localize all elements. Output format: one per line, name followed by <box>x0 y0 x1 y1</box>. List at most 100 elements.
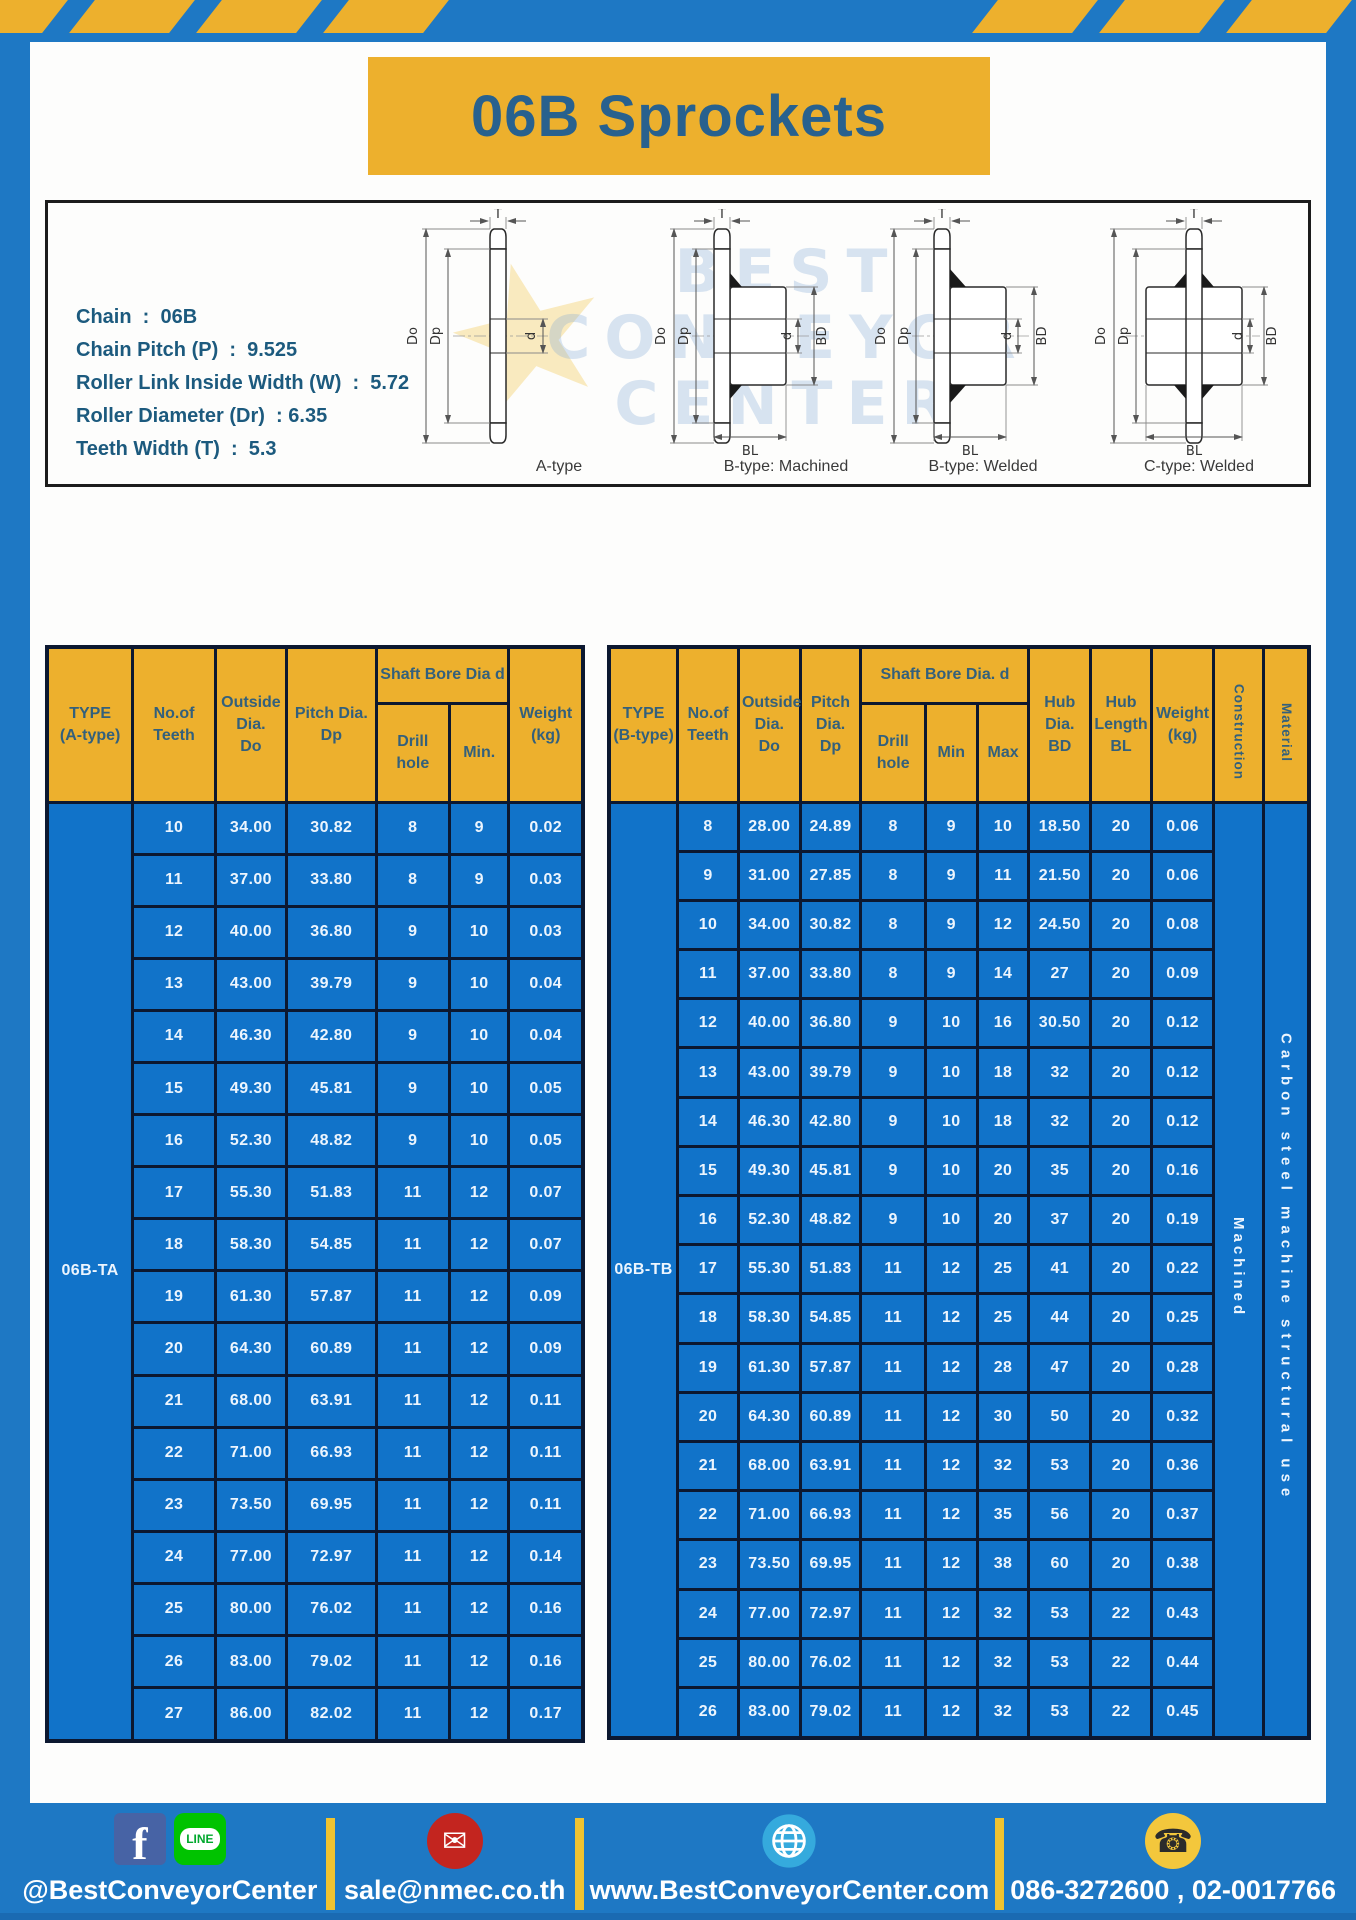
table-cell: 54.85 <box>285 1217 378 1273</box>
table-cell: 18 <box>975 1095 1031 1148</box>
table-cell: 44 <box>1027 1292 1093 1345</box>
email-icon: ✉ <box>426 1813 483 1869</box>
dim-label-t: T <box>717 209 726 222</box>
table-cell: 0.03 <box>507 852 585 908</box>
table-cell: 26 <box>131 1633 217 1690</box>
table-cell: 10 <box>447 1008 511 1064</box>
table-cell: 0.07 <box>507 1165 585 1221</box>
table-cell: 52.30 <box>213 1113 289 1169</box>
table-cell: 24.89 <box>798 800 863 853</box>
table-cell: 69.95 <box>285 1477 378 1533</box>
table-cell: 73.50 <box>213 1477 289 1533</box>
table-cell: 25 <box>131 1581 217 1638</box>
table-cell: 49.30 <box>736 1144 802 1198</box>
table-row: 17 55.30 51.83 11 12 0.07 <box>47 1165 585 1221</box>
table-cell: 12 <box>923 1439 979 1493</box>
table-cell: 14 <box>131 1008 217 1064</box>
table-cell: 11 <box>975 849 1031 902</box>
table-cell: 9 <box>374 1008 451 1064</box>
col-header-construction: Construction <box>1212 645 1265 804</box>
table-cell: 18 <box>131 1217 217 1273</box>
table-cell: 68.00 <box>213 1373 289 1429</box>
table-cell: 20 <box>1089 997 1153 1050</box>
table-cell: 11 <box>859 1636 927 1689</box>
table-cell: 9 <box>676 849 740 902</box>
table-cell: 15 <box>676 1144 740 1198</box>
table-cell: 66.93 <box>285 1425 378 1481</box>
material-cell: Carbon steel machine structural use <box>1261 800 1311 1740</box>
table-cell: 0.28 <box>1149 1341 1216 1394</box>
table-cell: 0.11 <box>507 1477 585 1533</box>
table-cell: 12 <box>447 1633 511 1690</box>
table-cell: 50 <box>1027 1390 1093 1443</box>
table-row: 23 73.50 69.95 11 12 38 60 20 0.38 <box>609 1538 1309 1591</box>
table-cell: 86.00 <box>213 1686 289 1743</box>
spec-line-roller-width: Roller Link Inside Width (W) : 5.72 <box>76 372 410 394</box>
page-body: 06B Sprockets ★ BEST CONVEYOR CENTER Cha… <box>30 42 1326 1803</box>
table-cell: 12 <box>447 1425 511 1481</box>
table-row: 16 52.30 48.82 9 10 0.05 <box>47 1113 585 1169</box>
table-cell: 0.17 <box>507 1686 585 1743</box>
chain-specs: Chain : 06B Chain Pitch (P) : 9.525 Roll… <box>76 301 409 466</box>
table-cell: 12 <box>447 1477 511 1533</box>
table-cell: 71.00 <box>213 1425 289 1481</box>
table-cell: 41 <box>1027 1243 1093 1296</box>
table-cell: 30 <box>975 1390 1031 1443</box>
col-header-teeth: No.of Teeth <box>676 645 740 804</box>
table-cell: 32 <box>1027 1046 1093 1099</box>
table-row: 20 64.30 60.89 11 12 30 50 20 0.32 <box>609 1390 1309 1443</box>
col-header-outside-dia: Outside Dia. Do <box>213 645 289 804</box>
table-cell: 10 <box>676 898 740 952</box>
dim-label-bd: BD <box>1035 327 1050 346</box>
table-cell: 20 <box>1089 1243 1153 1296</box>
table-cell: 30.50 <box>1027 997 1093 1050</box>
table-cell: 12 <box>447 1529 511 1585</box>
table-cell: 0.45 <box>1149 1685 1216 1740</box>
table-cell: 20 <box>1089 1439 1153 1493</box>
type-cell-a: 06B-TA <box>45 800 135 1743</box>
table-cell: 31.00 <box>736 849 802 902</box>
table-cell: 46.30 <box>213 1008 289 1064</box>
table-cell: 11 <box>374 1633 451 1690</box>
table-cell: 9 <box>923 948 979 1001</box>
table-cell: 82.02 <box>285 1686 378 1743</box>
table-cell: 0.09 <box>507 1269 585 1325</box>
spec-line-teeth-width: Teeth Width (T) : 5.3 <box>76 438 277 460</box>
table-cell: 58.30 <box>736 1292 802 1345</box>
table-cell: 51.83 <box>798 1243 863 1296</box>
col-header-shaft-bore-group: Shaft Bore Dia. d <box>859 645 1031 705</box>
table-cell: 39.79 <box>285 956 378 1012</box>
table-cell: 0.12 <box>1149 997 1216 1050</box>
table-cell: 8 <box>859 948 927 1001</box>
table-cell: 12 <box>447 1269 511 1325</box>
table-cell: 43.00 <box>736 1046 802 1099</box>
table-cell: 36.80 <box>798 997 863 1050</box>
sprocket-diagram-b-type-welded: T Do Dp d BD BL <box>874 209 1050 459</box>
table-cell: 77.00 <box>736 1587 802 1640</box>
table-cell: 17 <box>676 1243 740 1296</box>
table-row: 12 40.00 36.80 9 10 16 30.50 20 0.12 <box>609 997 1309 1050</box>
col-header-weight: Weight (kg) <box>1149 645 1216 804</box>
table-cell: 27 <box>131 1686 217 1743</box>
table-cell: 9 <box>859 1144 927 1198</box>
table-b-type: TYPE (B-type) No.of Teeth Outside Dia. D… <box>607 645 1311 1740</box>
dim-label-bd: BD <box>1265 327 1280 346</box>
table-row: 9 31.00 27.85 8 9 11 21.50 20 0.06 <box>609 849 1309 902</box>
decorative-stripe-bar <box>0 0 1356 42</box>
table-row: 23 73.50 69.95 11 12 0.11 <box>47 1477 585 1533</box>
table-cell: 34.00 <box>213 800 289 856</box>
table-cell: 20 <box>975 1144 1031 1198</box>
table-cell: 11 <box>859 1587 927 1640</box>
table-cell: 80.00 <box>736 1636 802 1689</box>
table-row: 15 49.30 45.81 9 10 0.05 <box>47 1060 585 1117</box>
dim-label-t: T <box>493 209 502 222</box>
table-cell: 32 <box>1027 1095 1093 1148</box>
table-cell: 20 <box>1089 1489 1153 1542</box>
table-cell: 20 <box>1089 948 1153 1001</box>
table-cell: 12 <box>676 997 740 1050</box>
col-header-hub-dia: Hub Dia. BD <box>1027 645 1093 804</box>
table-cell: 9 <box>923 898 979 952</box>
table-cell: 13 <box>676 1046 740 1099</box>
diagram-label-b-welded: B-type: Welded <box>928 458 1038 475</box>
table-cell: 36.80 <box>285 904 378 960</box>
